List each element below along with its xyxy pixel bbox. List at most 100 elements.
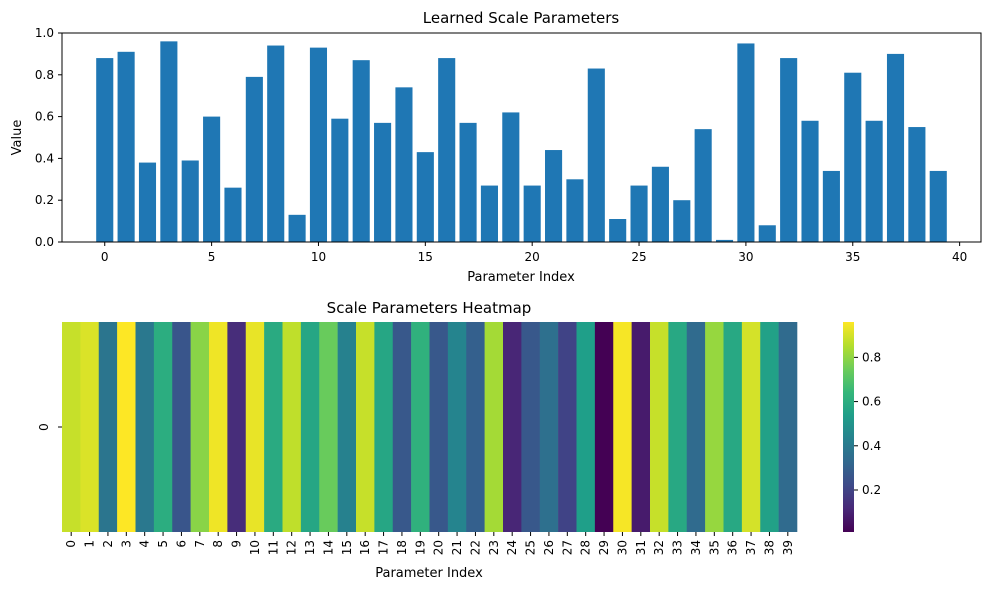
heatmap-cell	[282, 322, 302, 532]
bar	[865, 120, 883, 242]
bar	[651, 166, 669, 242]
bar	[545, 150, 563, 242]
heatmap-x-tick-label: 5	[156, 540, 170, 548]
colorbar-tick-label: 0.6	[862, 395, 881, 409]
heatmap-cell	[576, 322, 596, 532]
bar-y-axis-label: Value	[10, 120, 25, 156]
heatmap-cell	[356, 322, 375, 532]
bar	[117, 51, 135, 243]
bar-x-tick-label: 15	[418, 250, 433, 264]
heatmap-cell	[209, 322, 228, 532]
bar-x-tick-label: 30	[738, 250, 753, 264]
heatmap-cell	[62, 322, 81, 532]
heatmap-chart: Scale Parameters Heatmap 0 1 2 3 4 5 6 7 8 9 10 11 1…	[37, 299, 798, 581]
bar	[416, 152, 434, 242]
bar	[758, 225, 776, 242]
heatmap-cell	[227, 322, 247, 532]
heatmap-x-tick-label: 31	[634, 540, 648, 555]
bar	[395, 87, 413, 242]
heatmap-cell	[135, 322, 155, 532]
bar-y-tick-label: 0.2	[35, 193, 54, 207]
bar	[673, 200, 691, 242]
heatmap-x-tick-label: 8	[211, 540, 225, 548]
heatmap-x-tick-label: 1	[83, 540, 97, 548]
heatmap-x-tick-label: 19	[413, 540, 427, 555]
heatmap-x-tick-label: 2	[101, 540, 115, 548]
bar	[801, 120, 819, 242]
heatmap-x-tick-label: 32	[652, 540, 666, 555]
heatmap-x-tick-label: 16	[358, 540, 372, 555]
bar	[438, 58, 456, 242]
heatmap-cell	[337, 322, 357, 532]
bar-x-tick-label: 20	[525, 250, 540, 264]
heatmap-x-tick-label: 6	[174, 540, 188, 548]
heatmap-cell	[190, 322, 210, 532]
heatmap-x-tick-label: 13	[303, 540, 317, 555]
heatmap-x-axis-label: Parameter Index	[375, 566, 483, 581]
heatmap-ticks: 0 1 2 3 4 5 6 7 8 9 10 11 12 13 14 15 16 17 18 19 20 21 22 23 24…	[58, 426, 795, 555]
heatmap-x-tick-label: 39	[781, 540, 795, 555]
heatmap-x-tick-label: 22	[468, 540, 482, 555]
bar	[138, 162, 157, 242]
heatmap-cell	[466, 322, 485, 532]
heatmap-x-tick-label: 18	[395, 540, 409, 555]
heatmap-x-tick-label: 33	[671, 540, 685, 555]
heatmap-cell	[153, 322, 173, 532]
bar	[203, 116, 221, 242]
bar	[780, 58, 798, 242]
colorbar: 0.2 0.4 0.6 0.8	[843, 322, 881, 532]
bar	[331, 118, 349, 242]
bar-x-tick-label: 40	[952, 250, 967, 264]
heatmap-x-tick-label: 28	[579, 540, 593, 555]
bar	[96, 58, 114, 242]
bar	[715, 239, 734, 242]
bar	[374, 122, 392, 242]
heatmap-x-tick-label: 9	[230, 540, 244, 548]
bar	[694, 129, 712, 242]
bar-x-tick-label: 25	[631, 250, 646, 264]
bar-ticks: 0 5 10 15 20 25 30 35 40 0.0 0.2 0.4 0.6 0.8 1.0	[35, 26, 967, 264]
heatmap-x-tick-label: 27	[560, 540, 574, 555]
heatmap-cell	[300, 322, 320, 532]
heatmap-cell	[668, 322, 688, 532]
heatmap-x-tick-label: 3	[119, 540, 133, 548]
heatmap-cell	[631, 322, 651, 532]
heatmap-cells	[62, 322, 798, 532]
heatmap-cell	[80, 322, 100, 532]
heatmap-cell	[778, 322, 798, 532]
heatmap-cell	[392, 322, 412, 532]
heatmap-x-tick-label: 29	[597, 540, 611, 555]
colorbar-tick-label: 0.4	[862, 439, 881, 453]
bar-chart: Learned Scale Parameters 0 5 10 15 20 25 30 35 4…	[10, 9, 982, 285]
bar	[224, 187, 242, 242]
colorbar-gradient	[843, 322, 854, 532]
heatmap-cell	[613, 322, 632, 532]
bar-y-tick-label: 0.6	[35, 110, 54, 124]
heatmap-cell	[411, 322, 430, 532]
heatmap-cell	[686, 322, 706, 532]
heatmap-x-tick-label: 15	[340, 540, 354, 555]
bar	[886, 53, 905, 243]
heatmap-x-tick-label: 35	[707, 540, 721, 555]
heatmap-cell	[374, 322, 394, 532]
heatmap-x-tick-label: 25	[524, 540, 538, 555]
bar	[566, 179, 584, 242]
bar-y-tick-label: 0.8	[35, 68, 54, 82]
bar-y-tick-label: 1.0	[35, 26, 54, 40]
heatmap-cell	[447, 322, 467, 532]
heatmap-cell	[172, 322, 191, 532]
heatmap-x-tick-label: 11	[266, 540, 280, 555]
heatmap-x-tick-label: 12	[285, 540, 299, 555]
bar	[309, 47, 328, 242]
heatmap-cell	[741, 322, 761, 532]
heatmap-title: Scale Parameters Heatmap	[327, 299, 532, 317]
bar-plot-frame	[61, 32, 982, 243]
bar-y-tick-label: 0.0	[35, 235, 54, 249]
bar-series	[96, 41, 947, 243]
heatmap-cell	[539, 322, 559, 532]
bar	[459, 122, 477, 242]
heatmap-cell	[503, 322, 522, 532]
bar	[267, 45, 285, 242]
heatmap-x-tick-label: 20	[432, 540, 446, 555]
bar-chart-title: Learned Scale Parameters	[423, 9, 620, 27]
